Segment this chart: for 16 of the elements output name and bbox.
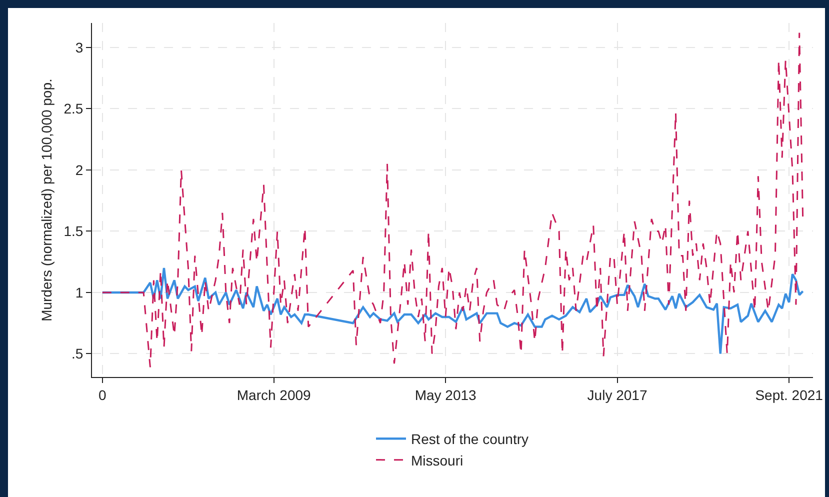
y-tick-label: 1 [75,284,84,300]
x-tick-label: March 2009 [236,386,312,403]
legend-label: Rest of the country [411,431,529,448]
line-series [102,32,804,368]
legend-label: Missouri [411,452,464,468]
x-tick-label: Sept. 2021 [755,386,824,403]
y-tick-label: .5 [72,346,84,362]
line-series [101,266,804,355]
x-tick-label: 0 [98,386,106,403]
y-axis-title: Murders (normalized) per 100,000 pop. [38,78,54,322]
y-tick-label: 2 [75,162,84,178]
y-tick-label: 1.5 [64,223,84,240]
y-tick-label: 3 [75,39,84,56]
x-tick-label: July 2017 [587,386,648,403]
y-tick-label: 2.5 [64,100,84,117]
x-tick-label: May 2013 [414,386,477,403]
